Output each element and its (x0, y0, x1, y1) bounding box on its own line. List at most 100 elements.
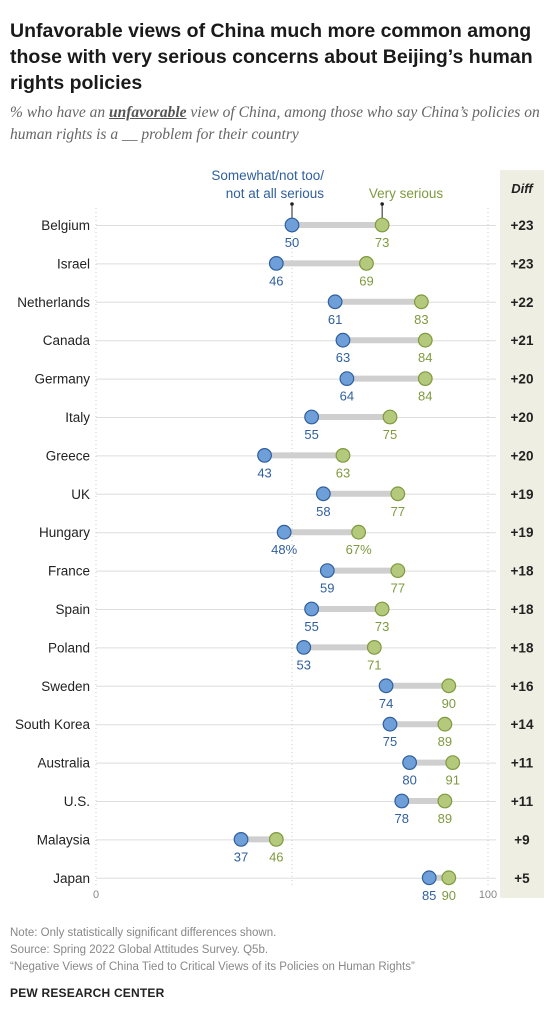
value-label-somewhat: 58 (316, 504, 330, 519)
diff-value: +23 (511, 218, 534, 233)
value-label-somewhat: 74 (379, 696, 393, 711)
category-label: France (48, 564, 90, 579)
x-tick-label: 0 (93, 889, 99, 901)
diff-value: +19 (511, 525, 534, 540)
chart-subtitle: % who have an unfavorable view of China,… (10, 102, 545, 146)
dot-very-serious (417, 371, 433, 387)
value-label-somewhat: 37 (234, 849, 248, 864)
value-label-somewhat: 43 (257, 465, 271, 480)
legend-label-somewhat: Somewhat/not too/ (211, 168, 324, 183)
diff-header: Diff (511, 181, 534, 196)
value-label-somewhat: 50 (285, 235, 299, 250)
diff-value: +5 (514, 871, 530, 886)
dot-somewhat (319, 563, 335, 578)
diff-value: +14 (511, 717, 534, 732)
category-label: Italy (65, 410, 90, 425)
category-label: Israel (57, 256, 90, 271)
value-label-very-serious: 84 (418, 350, 432, 365)
chart-title: Unfavorable views of China much more com… (10, 20, 533, 94)
diff-value: +9 (514, 832, 529, 847)
category-label: Malaysia (37, 832, 91, 847)
dot-very-serious (441, 678, 457, 694)
subtitle-end: view of China, among those who say China… (10, 104, 540, 143)
dot-very-serious (437, 793, 453, 809)
category-label: UK (71, 487, 90, 502)
dot-somewhat (378, 678, 394, 694)
diff-value: +22 (511, 295, 534, 310)
diff-value: +11 (511, 756, 534, 771)
category-label: Netherlands (17, 295, 90, 310)
dot-somewhat (304, 409, 320, 425)
dot-very-serious (351, 524, 367, 540)
category-label: Hungary (39, 525, 90, 540)
value-label-somewhat: 55 (304, 427, 318, 442)
category-label: Greece (46, 448, 90, 463)
category-label: Spain (55, 602, 90, 617)
note-text: Note: Only statistically significant dif… (10, 927, 277, 939)
value-label-very-serious: 67% (346, 542, 372, 557)
diff-panel (500, 170, 544, 898)
category-label: Germany (34, 372, 90, 387)
value-label-very-serious: 75 (383, 427, 397, 442)
dot-very-serious (390, 486, 406, 502)
diff-value: +20 (511, 372, 534, 387)
dot-very-serious (382, 409, 398, 425)
category-label: Japan (53, 871, 90, 886)
dot-very-serious (445, 755, 461, 770)
dot-somewhat (276, 524, 292, 540)
value-label-somewhat: 75 (383, 734, 397, 749)
diff-value: +23 (511, 256, 534, 271)
dot-somewhat (327, 294, 343, 310)
dot-very-serious (374, 601, 390, 617)
diff-value: +20 (511, 448, 534, 463)
category-label: U.S. (64, 794, 90, 809)
diff-value: +18 (511, 602, 534, 617)
category-label: Poland (48, 640, 90, 655)
category-label: South Korea (15, 717, 91, 732)
value-label-somewhat: 55 (304, 619, 318, 634)
value-label-very-serious: 71 (367, 657, 381, 672)
value-label-very-serious: 84 (418, 389, 432, 404)
value-label-very-serious: 69 (359, 273, 373, 288)
category-label: Canada (43, 333, 91, 348)
value-label-very-serious: 73 (375, 235, 389, 250)
legend-pointer-dot (380, 202, 384, 206)
dot-very-serious (335, 448, 351, 463)
value-label-somewhat: 61 (328, 312, 342, 327)
diff-value: +11 (511, 794, 534, 809)
subtitle-start: % who have an (10, 104, 110, 121)
dot-very-serious (268, 832, 284, 847)
dot-somewhat (296, 640, 312, 655)
dot-somewhat (304, 601, 320, 617)
dot-somewhat (339, 371, 355, 387)
legend-label-somewhat: not at all serious (226, 186, 325, 201)
dot-very-serious (366, 640, 382, 655)
dot-very-serious (437, 716, 453, 732)
dot-very-serious (413, 294, 429, 310)
category-label: Sweden (41, 679, 90, 694)
value-label-very-serious: 90 (442, 696, 456, 711)
dot-somewhat (335, 332, 351, 348)
diff-value: +20 (511, 410, 534, 425)
value-label-somewhat: 46 (269, 273, 283, 288)
value-label-somewhat: 78 (395, 811, 409, 826)
report-title-text: “Negative Views of China Tied to Critica… (10, 961, 415, 973)
diff-value: +18 (511, 640, 534, 655)
dot-very-serious (359, 256, 374, 271)
dot-very-serious (417, 332, 433, 348)
dot-somewhat (402, 755, 418, 770)
dot-somewhat (394, 793, 410, 809)
subtitle-emphasis: unfavorable (109, 104, 187, 121)
dot-plot-chart: Diff 0 100 Somewhat/not too/not at all seri… (15, 168, 544, 903)
diff-value: +18 (511, 564, 534, 579)
value-label-somewhat: 80 (402, 773, 416, 788)
value-label-very-serious: 46 (269, 849, 283, 864)
dot-very-serious (390, 563, 406, 578)
value-label-somewhat: 59 (320, 581, 334, 596)
source-organization: PEW RESEARCH CENTER (10, 986, 165, 1000)
value-label-somewhat: 48% (271, 542, 297, 557)
dot-somewhat (315, 486, 331, 502)
value-label-very-serious: 77 (391, 504, 405, 519)
value-label-very-serious: 90 (442, 888, 456, 903)
diff-value: +21 (511, 333, 534, 348)
